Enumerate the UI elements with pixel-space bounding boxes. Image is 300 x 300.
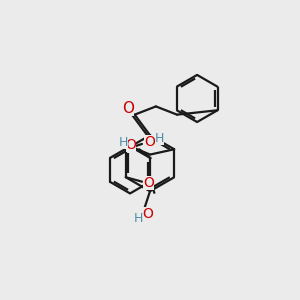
Text: H: H — [134, 212, 143, 225]
Text: H: H — [155, 132, 164, 145]
Text: O: O — [126, 138, 136, 152]
Text: H: H — [118, 136, 128, 149]
Text: O: O — [143, 176, 154, 190]
Text: O: O — [122, 101, 134, 116]
Text: O: O — [144, 135, 155, 148]
Text: O: O — [142, 207, 153, 221]
